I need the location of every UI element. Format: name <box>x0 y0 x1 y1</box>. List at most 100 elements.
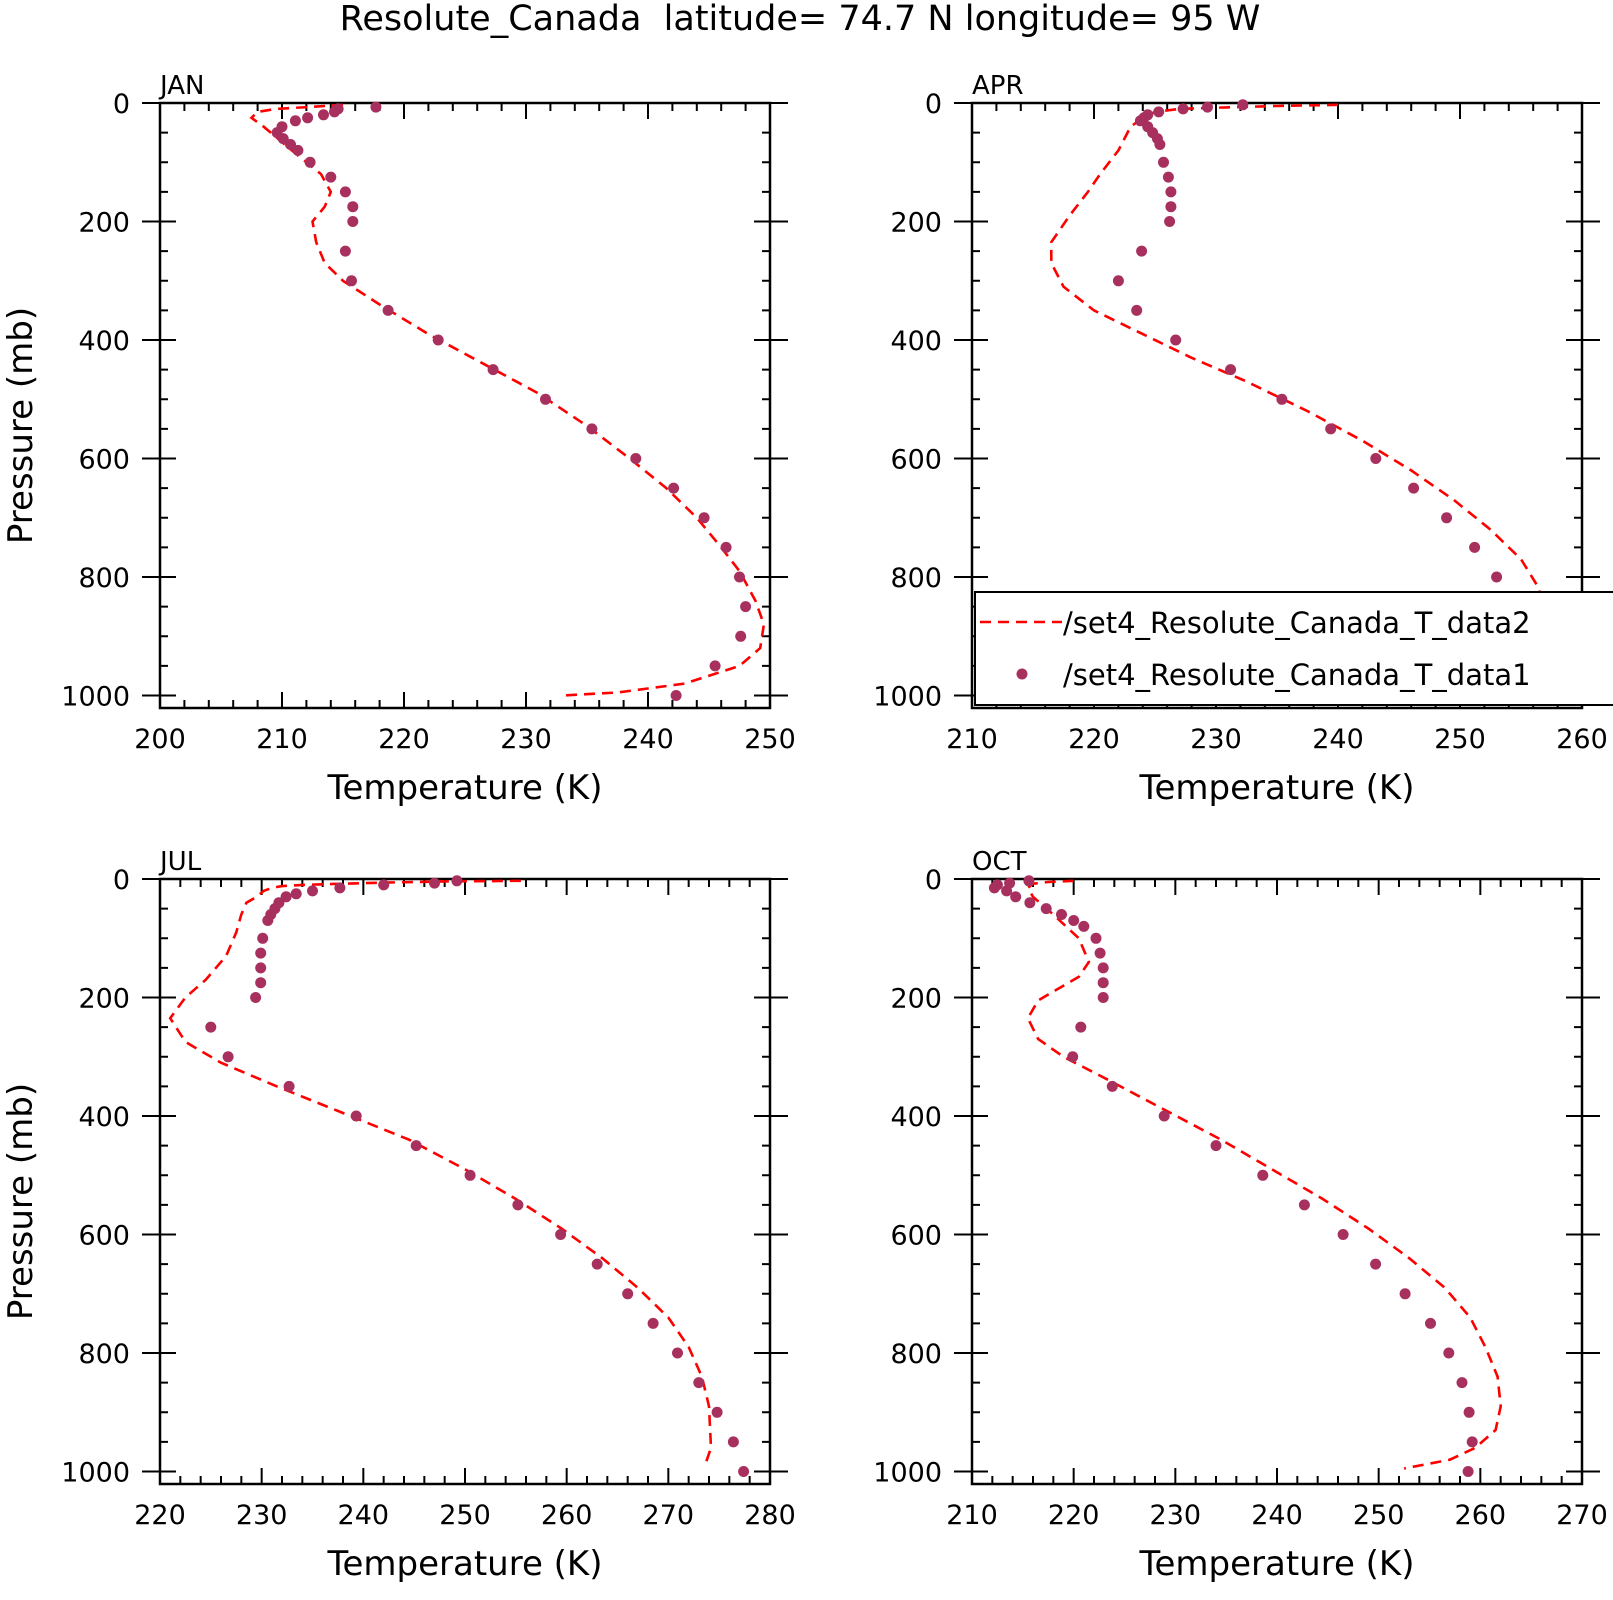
obs-point <box>1067 1051 1079 1063</box>
obs-point <box>1491 571 1503 583</box>
y-tick-label: 400 <box>890 326 942 357</box>
y-tick-label: 800 <box>78 563 130 594</box>
obs-point <box>1165 201 1177 213</box>
obs-point <box>382 304 394 316</box>
obs-point <box>1237 99 1249 111</box>
obs-point <box>1325 423 1337 435</box>
model-dashed-line <box>249 103 766 697</box>
obs-point <box>1112 275 1124 287</box>
obs-point <box>325 171 337 183</box>
obs-point <box>1094 947 1106 959</box>
obs-point <box>329 106 340 118</box>
obs-point <box>1370 1258 1382 1270</box>
x-tick-label: 240 <box>338 1500 390 1531</box>
obs-point <box>630 453 642 464</box>
x-tick-label: 260 <box>1556 724 1608 755</box>
y-tick-label: 600 <box>890 1221 942 1252</box>
obs-point <box>283 1080 295 1092</box>
obs-point <box>1399 1288 1411 1300</box>
obs-point <box>1106 1080 1118 1092</box>
obs-point <box>1225 364 1237 376</box>
y-tick-label: 1000 <box>873 682 942 713</box>
obs-point <box>346 275 357 287</box>
obs-point <box>255 962 267 974</box>
obs-point <box>250 992 262 1003</box>
obs-point <box>262 915 274 926</box>
obs-point <box>1298 1199 1310 1211</box>
obs-point <box>668 482 680 494</box>
obs-point <box>586 423 598 435</box>
panel-oct: OCT 210 220 230 240 250 260 270 0 200 400 600 800 100… <box>873 847 1607 1584</box>
obs-point <box>1154 139 1166 150</box>
x-tick-label: 230 <box>236 1500 288 1531</box>
x-tick-label: 250 <box>439 1500 491 1531</box>
x-tick-label: 210 <box>256 724 308 755</box>
x-tick-label: 240 <box>1251 1500 1303 1531</box>
obs-point <box>727 1436 739 1448</box>
obs-point <box>205 1021 217 1033</box>
panel-apr: APR 210 220 230 240 250 260 0 200 400 600 800 1000 Te… <box>873 71 1607 808</box>
obs-point <box>1463 1406 1475 1418</box>
obs-point <box>1136 245 1148 257</box>
obs-point <box>432 334 444 346</box>
y-tick-label: 400 <box>78 326 130 357</box>
y-tick-label: 1000 <box>61 682 130 713</box>
figure-title: Resolute_Canada latitude= 74.7 N longitu… <box>340 0 1261 39</box>
x-axis-label: Temperature (K) <box>1138 768 1414 808</box>
obs-point <box>1097 992 1109 1003</box>
x-tick-label: 250 <box>1434 724 1486 755</box>
x-tick-label: 270 <box>1556 1500 1608 1531</box>
y-tick-label: 600 <box>78 1221 130 1252</box>
legend: /set4_Resolute_Canada_T_data2/set4_Resol… <box>974 591 1613 706</box>
plot-frame <box>158 101 772 710</box>
obs-point <box>1466 1436 1478 1448</box>
obs-point <box>451 875 463 887</box>
obs-point <box>429 877 440 889</box>
panels-group: JAN 200 210 220 230 240 250 0 200 400 600 800 1000 Te… <box>1 71 1608 1584</box>
obs-point <box>464 1169 476 1181</box>
y-tick-label: 800 <box>78 1339 130 1370</box>
obs-point <box>1456 1377 1468 1389</box>
obs-point <box>698 512 710 524</box>
obs-point <box>1158 156 1169 168</box>
obs-point <box>1023 875 1035 887</box>
y-tick-label: 400 <box>78 1102 130 1133</box>
obs-point <box>622 1288 634 1300</box>
obs-point <box>711 1406 723 1418</box>
legend-label-data1: /set4_Resolute_Canada_T_data1 <box>1063 658 1531 692</box>
obs-point <box>302 112 314 124</box>
model-dashed-line <box>168 879 713 1467</box>
y-tick-label: 1000 <box>61 1458 130 1489</box>
x-tick-label: 230 <box>1190 724 1242 755</box>
y-tick-label: 200 <box>78 208 130 239</box>
obs-point <box>1177 103 1189 115</box>
obs-point <box>512 1199 524 1211</box>
obs-point <box>709 660 721 672</box>
obs-point <box>1040 903 1052 915</box>
x-tick-label: 260 <box>1455 1500 1507 1531</box>
obs-point <box>304 156 316 168</box>
x-tick-label: 250 <box>744 724 796 755</box>
obs-point <box>647 1317 659 1329</box>
x-tick-label: 220 <box>134 1500 186 1531</box>
y-tick-label: 200 <box>78 984 130 1015</box>
obs-point <box>378 879 390 891</box>
legend-box <box>974 591 1613 706</box>
obs-point <box>1075 1021 1087 1033</box>
obs-point <box>1097 977 1109 989</box>
panel-jul: JUL 220 230 240 250 260 270 280 0 200 400 600 800 100… <box>1 847 796 1584</box>
obs-point <box>988 882 1000 894</box>
y-tick-label: 600 <box>78 445 130 476</box>
obs-point <box>347 201 359 213</box>
obs-point <box>1337 1229 1349 1240</box>
panel-label: OCT <box>972 847 1027 877</box>
obs-point <box>735 630 747 642</box>
obs-point <box>222 1051 234 1063</box>
obs-point <box>1202 101 1213 113</box>
obs-point <box>1370 453 1382 464</box>
x-tick-label: 210 <box>946 1500 998 1531</box>
x-axis-label: Temperature (K) <box>326 1544 602 1584</box>
obs-point <box>1165 186 1177 198</box>
obs-point <box>350 1110 362 1122</box>
legend-swatch-marker <box>1016 668 1028 680</box>
